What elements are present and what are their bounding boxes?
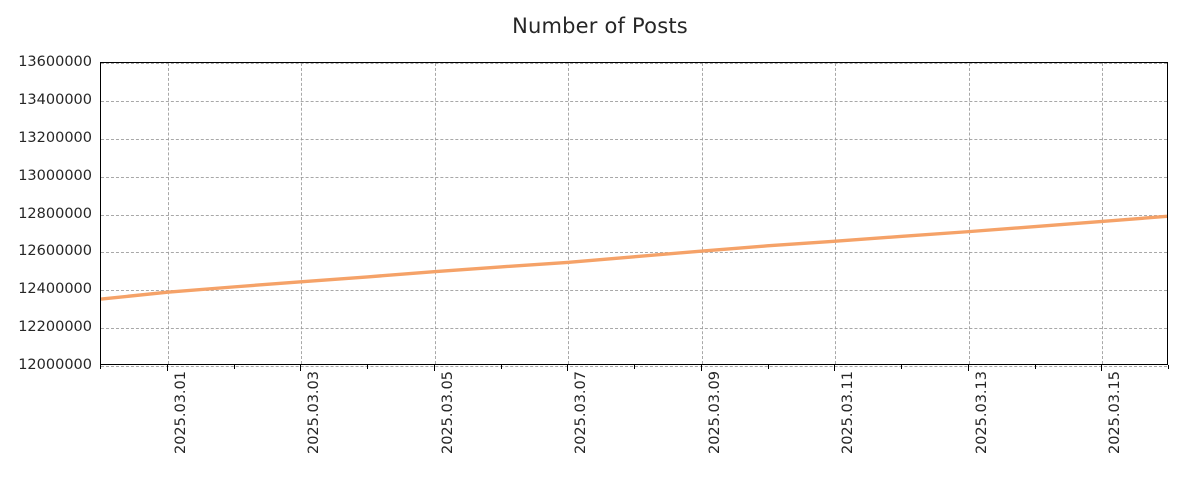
gridline-horizontal (101, 214, 1167, 216)
series-line-number-of-posts (101, 214, 1167, 301)
x-tick-mark-minor (901, 365, 902, 369)
y-tick-label: 12200000 (18, 319, 92, 336)
x-tick-mark-major (300, 365, 302, 371)
gridline-vertical (701, 63, 703, 364)
x-tick-mark-major (700, 365, 702, 371)
plot-area (100, 62, 1168, 367)
x-tick-mark-major (967, 365, 969, 371)
x-tick-mark-minor (1034, 365, 1036, 369)
x-tick-mark-major (433, 365, 435, 371)
data-series-layer (101, 214, 1167, 301)
x-tick-mark-major (1101, 365, 1103, 371)
x-tick-mark-minor (233, 365, 235, 369)
gridline-vertical (968, 63, 970, 364)
x-tick-mark-major (166, 365, 168, 371)
x-tick-label: 2025.03.07 (573, 371, 590, 455)
gridline-vertical (434, 63, 436, 364)
gridline-vertical (301, 63, 303, 364)
gridline-horizontal (101, 100, 1167, 102)
x-tick-label: 2025.03.03 (306, 371, 323, 455)
gridline-vertical (835, 63, 837, 364)
grid-layer (101, 63, 1167, 367)
gridline-horizontal (101, 176, 1167, 178)
x-tick-mark-minor (767, 365, 769, 369)
gridline-horizontal (101, 252, 1167, 254)
y-axis-tick-labels: 13600000 13400000 13200000 13000000 12800000… (0, 54, 92, 373)
gridline-horizontal (101, 63, 1167, 64)
x-tick-label: 2025.03.15 (1107, 371, 1124, 455)
y-tick-label: 12600000 (18, 243, 92, 260)
y-tick-label: 12400000 (18, 281, 92, 298)
gridline-horizontal (101, 290, 1167, 292)
gridline-vertical (1102, 63, 1104, 364)
y-tick-label: 13400000 (18, 91, 92, 108)
gridline-vertical (568, 63, 570, 364)
y-tick-label: 13600000 (18, 54, 92, 70)
x-tick-mark-minor (367, 365, 368, 369)
gridline-horizontal (101, 138, 1167, 140)
x-tick-label: 2025.03.05 (439, 371, 456, 455)
y-tick-label: 12800000 (18, 205, 92, 222)
x-tick-mark-major (834, 365, 836, 371)
gridline-horizontal (101, 328, 1167, 330)
x-tick-label: 2025.03.09 (706, 371, 723, 455)
y-tick-label: 12000000 (18, 357, 92, 373)
y-tick-label: 13200000 (18, 129, 92, 146)
x-tick-label: 2025.03.01 (172, 371, 189, 455)
x-tick-mark-major (567, 365, 569, 371)
x-tick-label: 2025.03.11 (840, 371, 857, 455)
x-tick-mark-minor (1168, 365, 1169, 369)
chart-title: Number of Posts (512, 14, 688, 38)
x-tick-mark-minor (500, 365, 502, 369)
x-axis-tick-labels: 2025.03.01 2025.03.03 2025.03.05 2025.03.07… (100, 365, 1169, 500)
gridline-vertical (167, 63, 169, 364)
x-tick-mark-minor (634, 365, 635, 369)
y-tick-label: 13000000 (18, 167, 92, 184)
x-tick-mark-minor (100, 365, 101, 369)
x-tick-label: 2025.03.13 (973, 371, 990, 455)
